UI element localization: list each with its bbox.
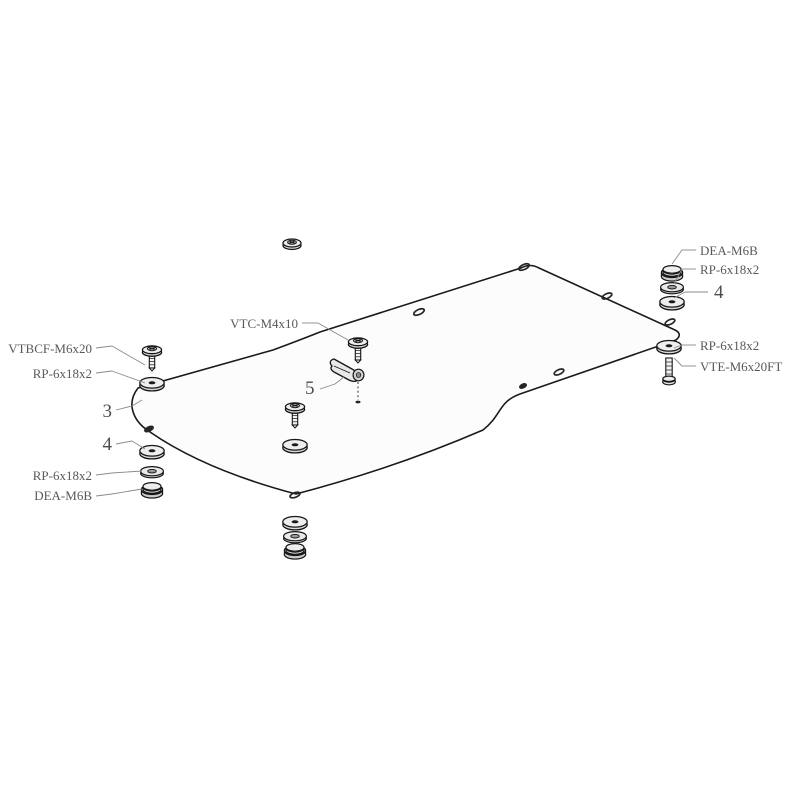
svg-text:DEA-M6B: DEA-M6B: [700, 243, 758, 258]
svg-text:4: 4: [714, 282, 724, 303]
svg-text:RP-6x18x2: RP-6x18x2: [700, 338, 759, 353]
svg-text:RP-6x18x2: RP-6x18x2: [700, 262, 759, 277]
svg-text:VTBCF-M6x20: VTBCF-M6x20: [8, 341, 92, 356]
svg-text:DEA-M6B: DEA-M6B: [34, 488, 92, 503]
svg-text:RP-6x18x2: RP-6x18x2: [33, 366, 92, 381]
svg-text:VTC-M4x10: VTC-M4x10: [230, 316, 298, 331]
svg-text:RP-6x18x2: RP-6x18x2: [33, 468, 92, 483]
svg-text:5: 5: [305, 378, 315, 399]
svg-text:4: 4: [103, 434, 113, 455]
svg-text:3: 3: [103, 401, 113, 422]
svg-text:VTE-M6x20FT: VTE-M6x20FT: [700, 359, 782, 374]
